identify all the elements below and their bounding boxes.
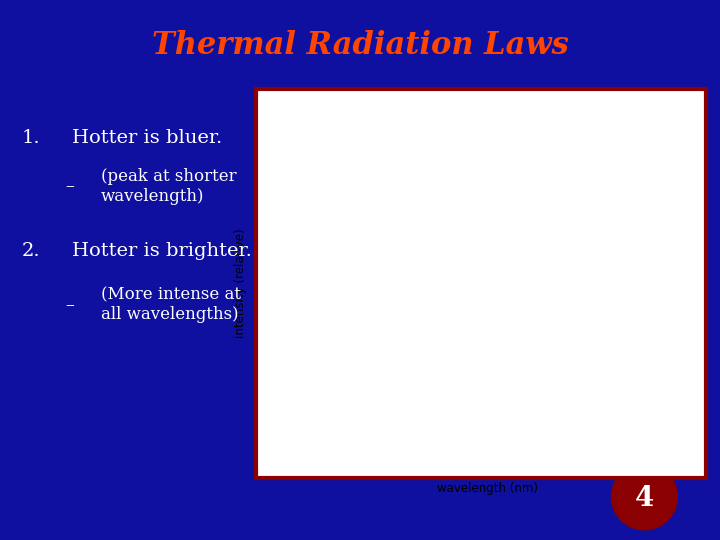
Bar [444,111,446,456]
Text: 2.: 2. [22,242,40,260]
Bar [449,111,452,456]
Text: (peak at shorter
wavelength): (peak at shorter wavelength) [101,168,236,205]
Bar [463,111,466,456]
Text: (More intense at
all wavelengths): (More intense at all wavelengths) [101,287,240,323]
Y-axis label: intensity (relative): intensity (relative) [235,228,248,339]
Bar [452,111,455,456]
Bar [457,111,460,456]
Bar [455,111,457,456]
Text: Hotter is bluer.: Hotter is bluer. [72,129,222,147]
Text: light: light [454,116,463,140]
Text: 310 K human: 310 K human [552,373,621,402]
Text: 4: 4 [635,485,654,512]
Text: 3,000 K star: 3,000 K star [500,242,593,253]
X-axis label: wavelength (nm): wavelength (nm) [437,482,539,495]
Bar [446,111,449,456]
Bar [460,111,463,456]
Circle shape [611,464,678,530]
Text: 15,000 K star: 15,000 K star [398,123,585,137]
Text: 1.: 1. [22,129,40,147]
Bar [466,111,469,456]
Text: Hotter is brighter.: Hotter is brighter. [72,242,252,260]
Text: –: – [65,177,73,195]
Text: –: – [65,296,73,314]
Text: the Sun (5,800 K): the Sun (5,800 K) [469,184,621,198]
Bar [469,111,472,456]
Text: visible: visible [451,268,461,299]
Text: Thermal Radiation Laws: Thermal Radiation Laws [152,30,568,62]
